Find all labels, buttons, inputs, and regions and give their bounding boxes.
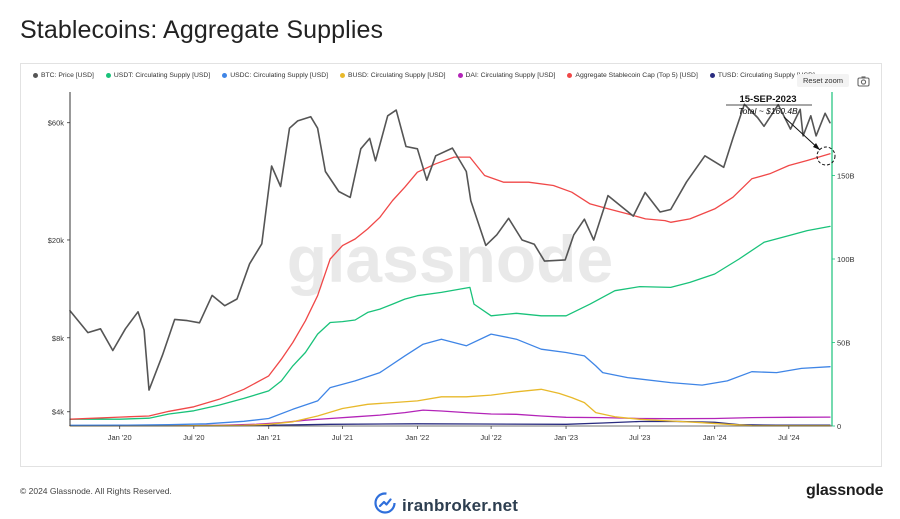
annotation-circle bbox=[816, 146, 836, 166]
legend-item-usdc[interactable]: USDC: Circulating Supply [USD] bbox=[222, 72, 328, 79]
x-tick-label: Jan '23 bbox=[554, 433, 578, 442]
legend-dot-tusd bbox=[709, 73, 715, 78]
legend-item-dai[interactable]: DAI: Circulating Supply [USD] bbox=[457, 72, 556, 79]
legend-dot-busd bbox=[340, 73, 346, 78]
iranbroker-text: iranbroker.net bbox=[402, 495, 519, 515]
legend-item-aggregate[interactable]: Aggregate Stablecoin Cap (Top 5) [USD] bbox=[567, 72, 698, 79]
y-right-tick-label: 100B bbox=[837, 255, 855, 264]
x-tick-label: Jan '22 bbox=[405, 433, 429, 442]
iranbroker-logo-icon bbox=[374, 492, 396, 519]
x-tick-label: Jul '20 bbox=[183, 433, 204, 442]
annotation-arrow bbox=[783, 116, 821, 151]
series-line-usdt bbox=[69, 225, 831, 420]
x-tick-label: Jul '24 bbox=[778, 433, 799, 442]
x-tick-label: Jul '23 bbox=[629, 433, 650, 442]
series-line-busd bbox=[69, 388, 831, 427]
x-tick-label: Jul '22 bbox=[480, 433, 501, 442]
legend-label-btc: BTC: Price [USD] bbox=[41, 72, 94, 79]
reset-zoom-button[interactable]: Reset zoom bbox=[797, 74, 849, 87]
y-right-tick-label: 0 bbox=[837, 422, 841, 431]
annotation-arrowhead bbox=[813, 143, 820, 150]
legend-item-tusd[interactable]: TUSD: Circulating Supply [USD] bbox=[709, 72, 815, 79]
y-left-tick-label: $8k bbox=[52, 334, 64, 343]
legend-label-usdc: USDC: Circulating Supply [USD] bbox=[230, 72, 329, 79]
chart-legend: BTC: Price [USD] USDT: Circulating Suppl… bbox=[33, 72, 815, 79]
page-title: Stablecoins: Aggregate Supplies bbox=[20, 16, 384, 44]
annotation-date: 15-SEP-2023 bbox=[739, 94, 796, 105]
iranbroker-watermark: iranbroker.net bbox=[374, 492, 518, 519]
y-right-tick-label: 150B bbox=[837, 172, 855, 181]
legend-dot-usdt bbox=[105, 73, 111, 78]
series-line-btc bbox=[69, 103, 831, 391]
legend-label-dai: DAI: Circulating Supply [USD] bbox=[465, 72, 556, 79]
legend-label-aggregate: Aggregate Stablecoin Cap (Top 5) [USD] bbox=[575, 72, 698, 79]
annotation-total: Total ~ $160.4B bbox=[738, 106, 798, 116]
legend-item-usdt[interactable]: USDT: Circulating Supply [USD] bbox=[105, 72, 211, 79]
legend-item-busd[interactable]: BUSD: Circulating Supply [USD] bbox=[340, 72, 446, 79]
legend-dot-aggregate bbox=[567, 73, 573, 78]
copyright-text: © 2024 Glassnode. All Rights Reserved. bbox=[20, 486, 172, 496]
x-tick-label: Jan '24 bbox=[703, 433, 727, 442]
x-tick-label: Jul '21 bbox=[332, 433, 353, 442]
legend-label-usdt: USDT: Circulating Supply [USD] bbox=[113, 72, 211, 79]
y-left-tick-label: $4k bbox=[52, 408, 64, 417]
legend-item-btc[interactable]: BTC: Price [USD] bbox=[33, 72, 94, 79]
glassnode-logo: glassnode bbox=[806, 482, 884, 499]
legend-label-busd: BUSD: Circulating Supply [USD] bbox=[348, 72, 446, 79]
series-line-aggregate-stablecoin-cap-top-5-usd- bbox=[69, 153, 831, 420]
y-left-tick-label: $20k bbox=[48, 236, 65, 245]
chart-panel: BTC: Price [USD] USDT: Circulating Suppl… bbox=[20, 63, 882, 467]
legend-dot-dai bbox=[457, 73, 463, 78]
y-left-tick-label: $60k bbox=[48, 119, 65, 128]
x-tick-label: Jan '21 bbox=[257, 433, 281, 442]
series-line-usdc bbox=[69, 333, 831, 426]
x-tick-label: Jan '20 bbox=[108, 433, 132, 442]
legend-dot-usdc bbox=[222, 73, 228, 78]
legend-label-tusd: TUSD: Circulating Supply [USD] bbox=[717, 72, 815, 79]
watermark: glassnode bbox=[287, 222, 613, 296]
legend-dot-btc bbox=[33, 73, 38, 78]
y-right-tick-label: 50B bbox=[837, 339, 850, 348]
camera-icon[interactable] bbox=[857, 74, 870, 87]
